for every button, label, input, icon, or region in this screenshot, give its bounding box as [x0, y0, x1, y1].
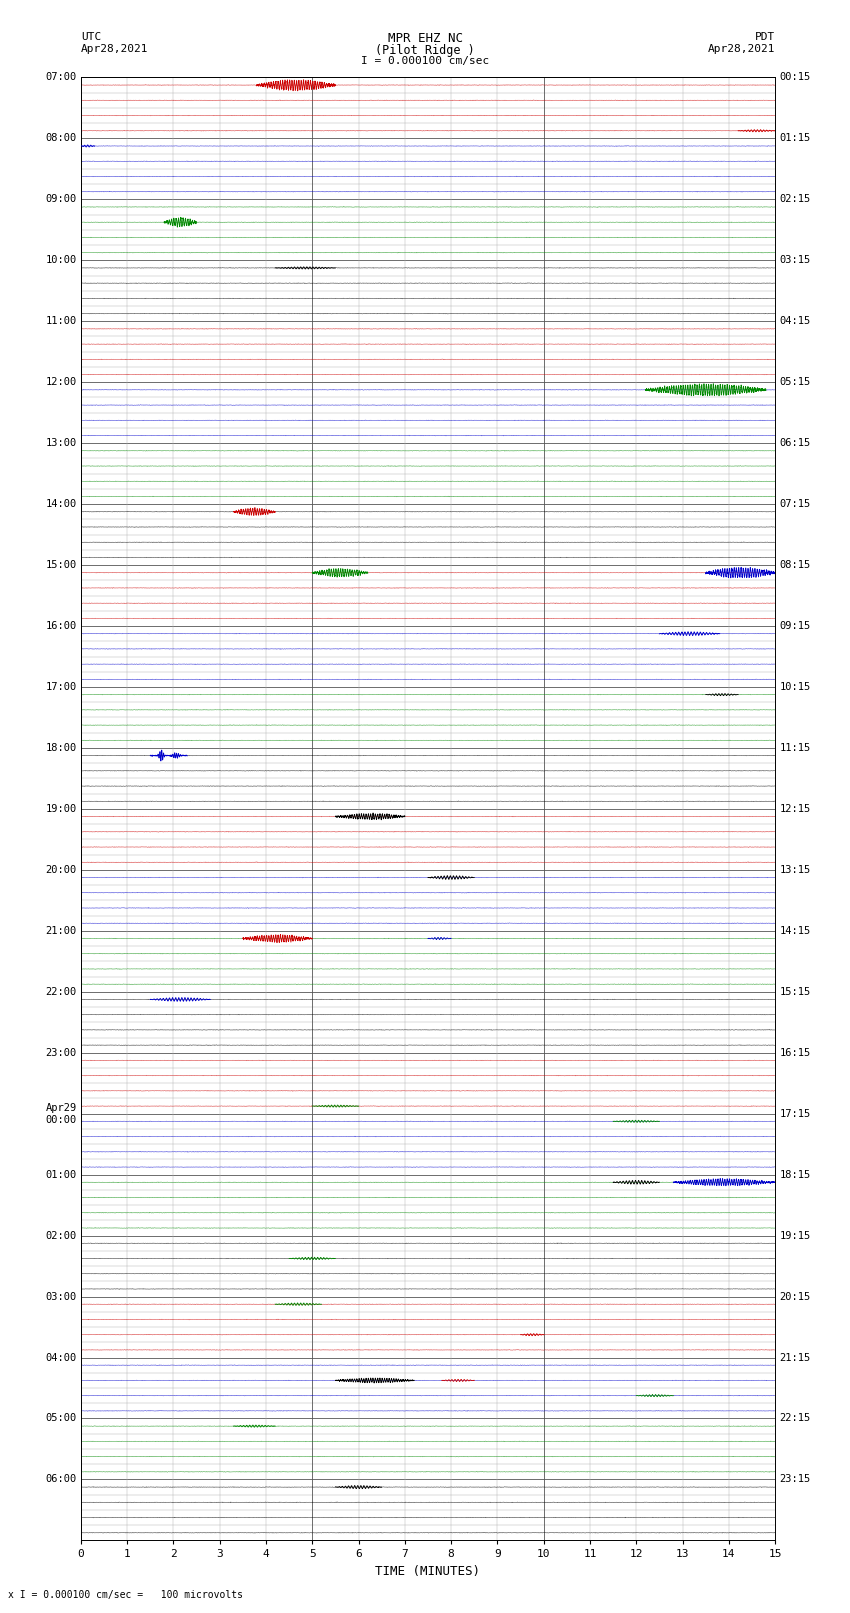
- Text: x I = 0.000100 cm/sec =   100 microvolts: x I = 0.000100 cm/sec = 100 microvolts: [8, 1590, 243, 1600]
- Text: Apr28,2021: Apr28,2021: [81, 44, 148, 53]
- Text: MPR EHZ NC: MPR EHZ NC: [388, 32, 462, 45]
- Text: I = 0.000100 cm/sec: I = 0.000100 cm/sec: [361, 56, 489, 66]
- Text: PDT: PDT: [755, 32, 775, 42]
- Text: (Pilot Ridge ): (Pilot Ridge ): [375, 44, 475, 56]
- Text: UTC: UTC: [81, 32, 101, 42]
- Text: Apr28,2021: Apr28,2021: [708, 44, 775, 53]
- X-axis label: TIME (MINUTES): TIME (MINUTES): [376, 1565, 480, 1578]
